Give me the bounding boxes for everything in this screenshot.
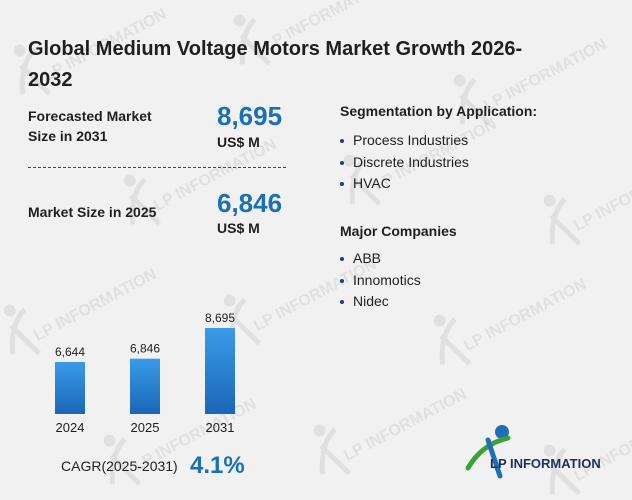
list-item: Nidec: [340, 291, 421, 313]
bar-2025: [130, 358, 160, 414]
page-title: Global Medium Voltage Motors Market Grow…: [28, 38, 523, 91]
forecast-unit: US$ M: [217, 134, 260, 150]
segmentation-title: Segmentation by Application:: [340, 103, 538, 119]
list-item: HVAC: [340, 173, 469, 195]
bar-value-label: 6,644: [55, 345, 85, 359]
forecast-value: 8,695: [217, 101, 283, 131]
companies-list: ABB Innomotics Nidec: [340, 248, 421, 313]
logo-text: LP INFORMATION: [490, 456, 601, 471]
list-item: ABB: [340, 248, 421, 270]
bar-2031: [205, 328, 235, 414]
lp-information-logo: LP INFORMATION: [465, 425, 601, 479]
x-tick-label: 2024: [56, 420, 85, 435]
current-value: 6,846: [217, 188, 283, 218]
segmentation-list: Process Industries Discrete Industries H…: [340, 130, 469, 195]
list-item: Discrete Industries: [340, 152, 469, 174]
x-tick-label: 2025: [131, 420, 160, 435]
cagr-value: 4.1%: [190, 452, 245, 479]
companies-title: Major Companies: [340, 223, 457, 239]
bar-value-label: 6,846: [130, 342, 160, 356]
divider: [28, 167, 286, 168]
x-tick-label: 2031: [206, 420, 235, 435]
bar-2024: [55, 362, 85, 414]
current-unit: US$ M: [217, 220, 260, 236]
list-item: Process Industries: [340, 130, 469, 152]
bar-value-label: 8,695: [205, 311, 235, 325]
list-item: Innomotics: [340, 270, 421, 292]
current-label: Market Size in 2025: [28, 204, 157, 220]
cagr-label: CAGR(2025-2031): [61, 458, 178, 474]
forecast-label: Forecasted Market Size in 2031: [28, 108, 152, 144]
